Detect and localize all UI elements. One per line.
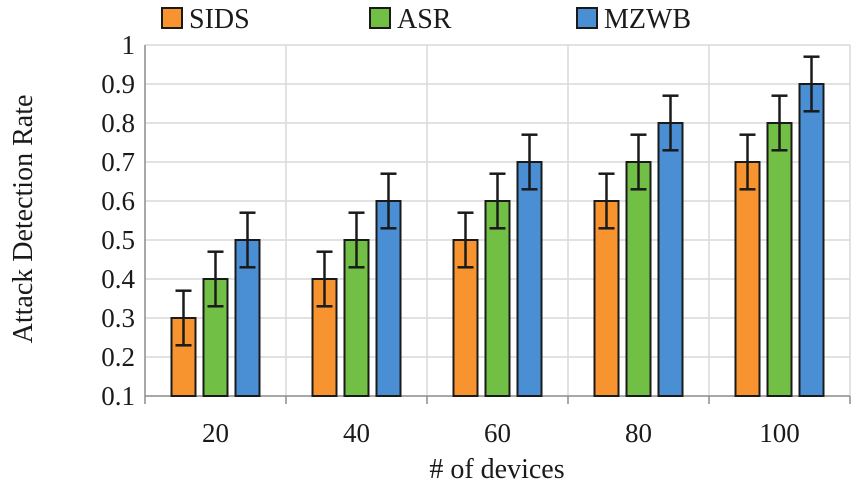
x-axis-title: # of devices	[429, 454, 564, 485]
legend-swatch-asr	[369, 7, 391, 29]
x-tick-label: 20	[202, 418, 229, 448]
y-tick-label: 0.4	[101, 264, 135, 294]
y-tick-label: 0.8	[101, 108, 135, 138]
bar-sids-100	[734, 161, 761, 397]
error-bar-mzwb-60	[521, 133, 538, 191]
legend-label-sids: SIDS	[189, 4, 250, 35]
error-bar-sids-40	[316, 250, 333, 308]
legend-item-sids: SIDS	[161, 4, 250, 35]
legend-label-mzwb: MZWB	[604, 4, 691, 35]
y-tick-label: 1	[122, 30, 136, 60]
bar-mzwb-100	[798, 83, 825, 397]
error-bar-mzwb-80	[662, 94, 679, 152]
y-tick-label: 0.6	[101, 186, 135, 216]
y-tick-label: 0.3	[101, 303, 135, 333]
y-tick-label: 0.9	[101, 69, 135, 99]
legend-item-mzwb: MZWB	[576, 4, 691, 35]
tick-labels: 0.1 0.2 0.3 0.4 0.5 0.6 0.7 0.8 0.9 1 20 40 60 80 100	[101, 30, 800, 448]
error-bar-asr-40	[348, 211, 365, 269]
legend-swatch-mzwb	[576, 7, 598, 29]
error-bar-sids-80	[598, 172, 615, 230]
error-bar-sids-100	[739, 133, 756, 191]
bar-sids-80	[593, 200, 620, 397]
error-bar-asr-20	[207, 250, 224, 308]
legend-swatch-sids	[161, 7, 183, 29]
x-tick-label: 100	[759, 418, 800, 448]
error-bar-asr-60	[489, 172, 506, 230]
x-tick-label: 80	[625, 418, 652, 448]
x-tick-label: 60	[484, 418, 511, 448]
bar-mzwb-40	[375, 200, 402, 397]
y-tick-label: 0.2	[101, 342, 135, 372]
bar-mzwb-60	[516, 161, 543, 397]
error-bar-mzwb-100	[803, 55, 820, 113]
y-tick-label: 0.1	[101, 381, 135, 411]
bar-mzwb-80	[657, 122, 684, 397]
legend-item-asr: ASR	[369, 4, 452, 35]
legend: SIDS ASR MZWB	[161, 4, 691, 35]
error-bar-asr-100	[771, 94, 788, 152]
error-bar-asr-80	[630, 133, 647, 191]
error-bar-mzwb-40	[380, 172, 397, 230]
bar-asr-80	[625, 161, 652, 397]
legend-label-asr: ASR	[397, 4, 452, 35]
y-tick-label: 0.7	[101, 147, 135, 177]
y-tick-label: 0.5	[101, 225, 135, 255]
error-bar-mzwb-20	[239, 211, 256, 269]
bar-asr-60	[484, 200, 511, 397]
bars	[170, 55, 825, 397]
error-bar-sids-20	[175, 289, 192, 347]
error-bar-sids-60	[457, 211, 474, 269]
x-tick-label: 40	[343, 418, 370, 448]
bar-asr-100	[766, 122, 793, 397]
y-axis-title: Attack Detection Rate	[8, 95, 39, 344]
